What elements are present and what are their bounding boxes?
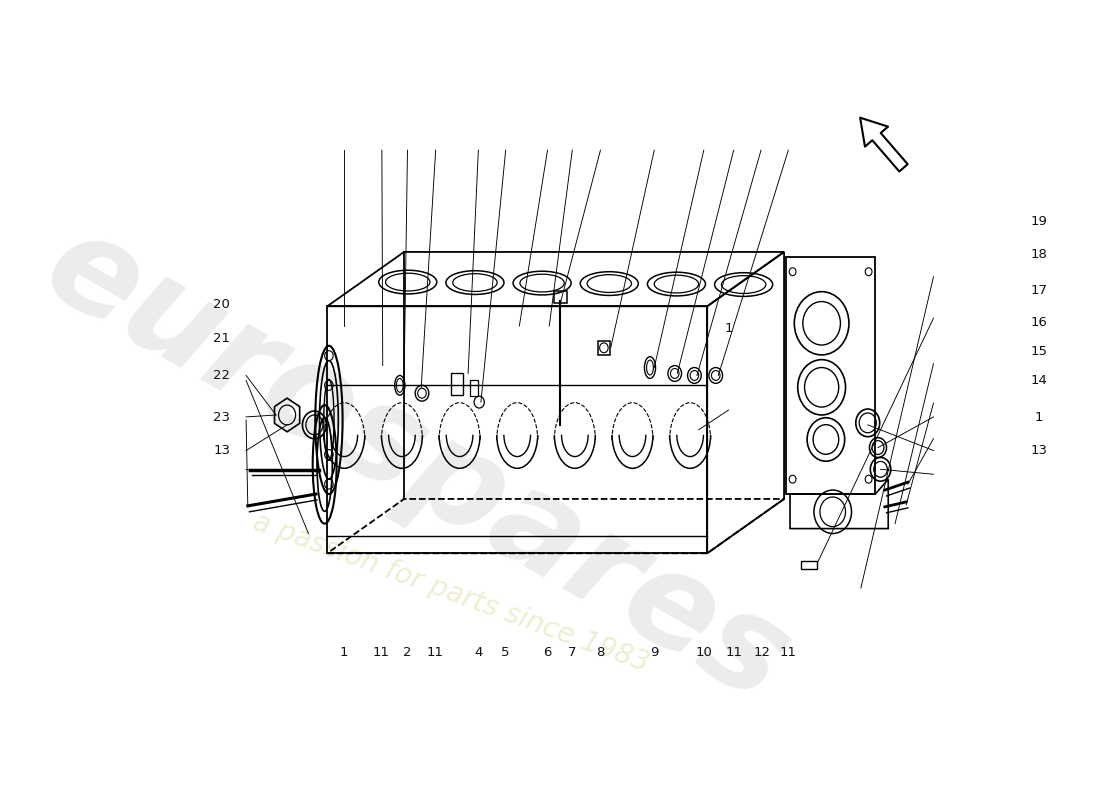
Text: 9: 9 bbox=[650, 646, 658, 658]
Text: 16: 16 bbox=[1031, 316, 1047, 329]
Text: 5: 5 bbox=[502, 646, 509, 658]
Bar bbox=[470, 380, 478, 396]
Bar bbox=[451, 374, 463, 395]
Text: 1: 1 bbox=[1035, 411, 1043, 424]
Text: 7: 7 bbox=[568, 646, 576, 658]
Text: 14: 14 bbox=[1031, 374, 1047, 387]
Text: 13: 13 bbox=[1031, 444, 1047, 457]
Text: 2: 2 bbox=[403, 646, 411, 658]
Bar bbox=[553, 291, 568, 303]
Text: 12: 12 bbox=[754, 646, 770, 658]
Text: eurospares: eurospares bbox=[24, 201, 810, 728]
Text: 19: 19 bbox=[1031, 215, 1047, 228]
Text: 1: 1 bbox=[725, 322, 734, 334]
Text: 22: 22 bbox=[213, 369, 230, 382]
Text: 21: 21 bbox=[213, 332, 230, 345]
Text: 13: 13 bbox=[213, 444, 230, 457]
Text: 18: 18 bbox=[1031, 248, 1047, 261]
Text: 15: 15 bbox=[1031, 346, 1047, 358]
Bar bbox=[801, 561, 816, 569]
Text: 4: 4 bbox=[474, 646, 483, 658]
Text: 11: 11 bbox=[373, 646, 389, 658]
Text: 23: 23 bbox=[213, 411, 230, 424]
Text: 10: 10 bbox=[695, 646, 712, 658]
Bar bbox=[598, 341, 609, 354]
Text: 11: 11 bbox=[427, 646, 443, 658]
Text: 11: 11 bbox=[725, 646, 742, 658]
Text: 20: 20 bbox=[213, 298, 230, 311]
Text: 8: 8 bbox=[596, 646, 605, 658]
Text: 1: 1 bbox=[340, 646, 348, 658]
Text: a passion for parts since 1983: a passion for parts since 1983 bbox=[249, 508, 653, 678]
Text: 17: 17 bbox=[1031, 284, 1047, 298]
Text: 6: 6 bbox=[543, 646, 552, 658]
FancyArrowPatch shape bbox=[860, 118, 908, 171]
Text: 11: 11 bbox=[780, 646, 796, 658]
